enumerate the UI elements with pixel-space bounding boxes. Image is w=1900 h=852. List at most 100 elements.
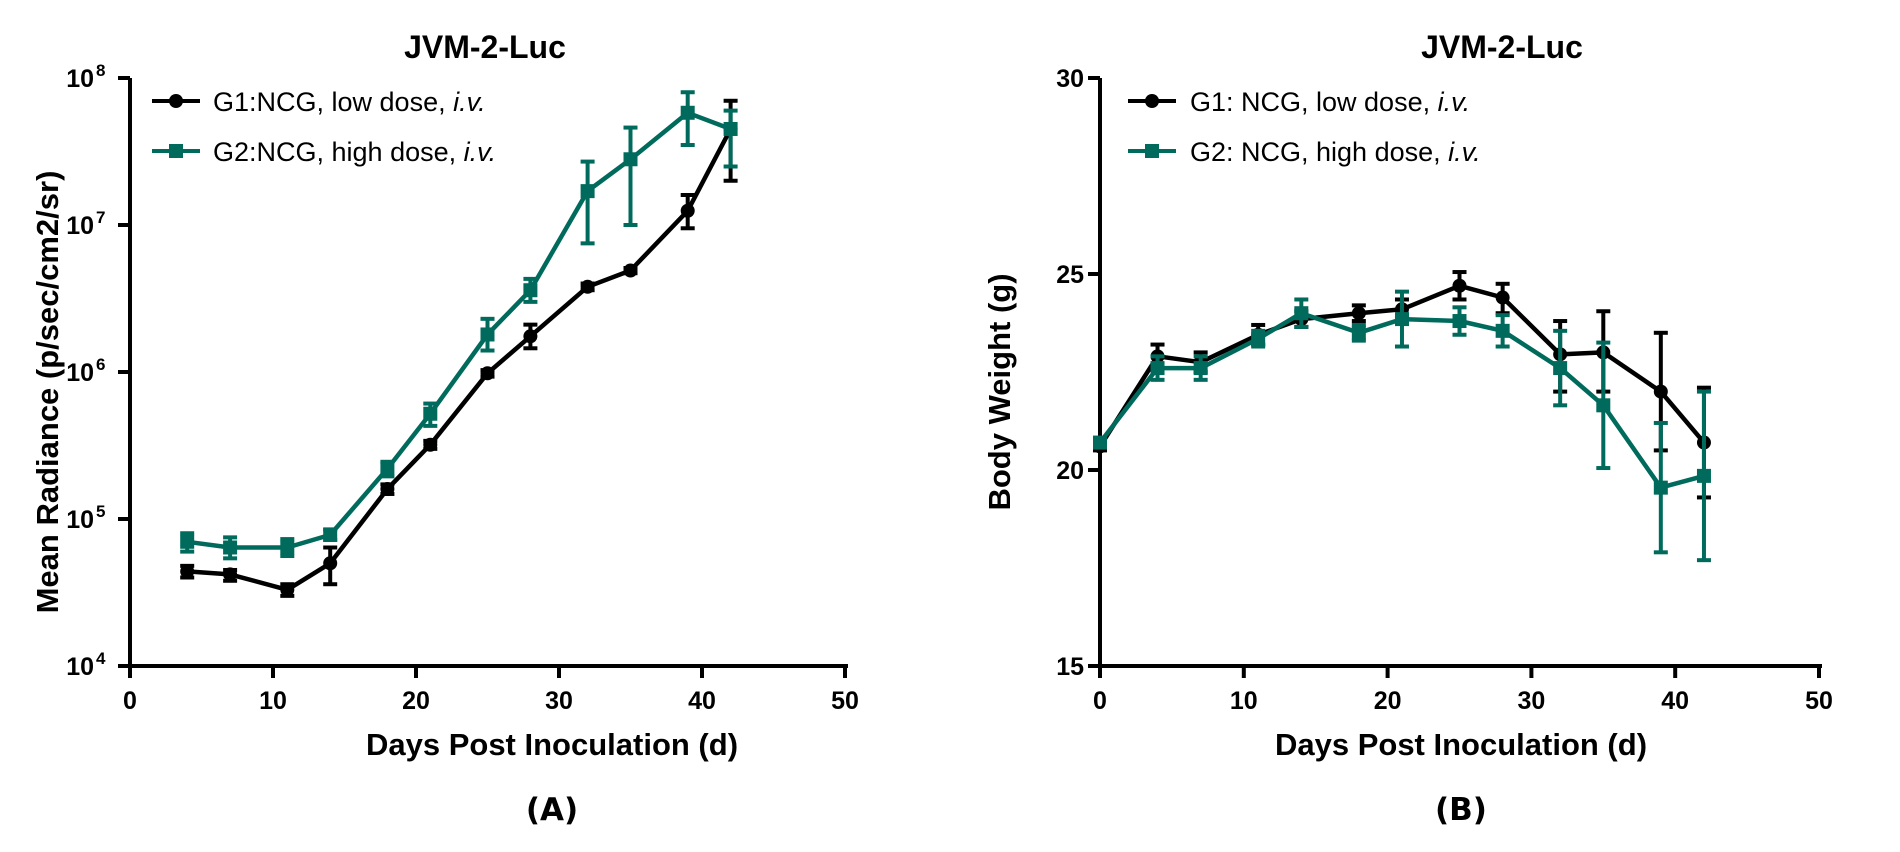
chart-b-x-tick-label: 30 (1517, 687, 1545, 715)
chart-b-x-tick-label: 20 (1374, 687, 1402, 715)
chart-a-g1-point (223, 567, 238, 582)
chart-a-x-tick-label: 10 (259, 687, 287, 715)
chart-b-y-tick-label: 25 (1056, 261, 1084, 289)
chart-a-g1-point (323, 556, 338, 571)
chart-a-title: JVM-2-Luc (404, 29, 566, 65)
chart-a-g2-point (480, 327, 495, 342)
chart-b-g2-point (1294, 306, 1309, 321)
chart-a-legend-g1-marker (169, 94, 183, 108)
chart-a-xlabel: Days Post Inoculation (d) (366, 727, 738, 762)
chart-a-legend-g2-label: G2:NCG, high dose, i.v. (213, 137, 496, 167)
chart-a-g2-point (680, 105, 695, 120)
chart-a-y-tick-label: 10 (66, 653, 94, 681)
chart-b-legend-g1-marker (1145, 94, 1159, 108)
chart-b-xlabel: Days Post Inoculation (d) (1275, 727, 1647, 762)
chart-b-legend-g2-route: i.v. (1448, 137, 1481, 167)
chart-a-y-tick-exponent: 6 (96, 355, 105, 374)
chart-a-g2-line (186, 110, 732, 550)
chart-a-g2-point (623, 152, 638, 167)
chart-b-ylabel: Body Weight (g) (982, 273, 1017, 510)
chart-a-y-tick-exponent: 5 (96, 502, 105, 521)
chart-b-legend-item-g1: G1: NCG, low dose, i.v. (1128, 87, 1470, 117)
chart-b-x-tick-label: 10 (1230, 687, 1258, 715)
chart-b: JVM-2-Luc Body Weight (g) Days Post Inoc… (982, 29, 1833, 828)
chart-a-g1-point (623, 263, 638, 278)
chart-a-g2-error-bar (723, 108, 738, 169)
chart-a-legend-g2-text: G2:NCG, high dose, (213, 137, 464, 167)
chart-a-g1-point (580, 279, 595, 294)
chart-a-legend-item-g2: G2:NCG, high dose, i.v. (152, 137, 496, 167)
chart-a-g1-point (423, 437, 438, 452)
chart-a-g1-point (180, 564, 195, 579)
chart-a: JVM-2-Luc Mean Radiance (p/sec/cm2/sr) D… (30, 29, 859, 828)
chart-a-legend-item-g1: G1:NCG, low dose, i.v. (152, 87, 486, 117)
chart-a-series-g1 (180, 98, 738, 598)
chart-a-g2-error-bar (580, 159, 595, 246)
chart-a-g2-point (280, 540, 295, 555)
chart-b-g1-point (1351, 306, 1366, 321)
chart-b-g2-point (1696, 468, 1711, 483)
chart-a-legend-g2-route: i.v. (464, 137, 497, 167)
chart-a-y-tick-exponent: 8 (96, 61, 105, 80)
chart-a-g2-point (180, 534, 195, 549)
chart-b-g2-point (1452, 314, 1467, 329)
chart-a-g2-point (723, 121, 738, 136)
chart-a-legend-g2-marker (169, 144, 183, 158)
chart-b-x-tick-label: 40 (1661, 687, 1689, 715)
chart-b-ticks: 0 10 20 30 40 50 15 20 25 30 (1056, 65, 1833, 715)
chart-a-y-tick-exponent: 4 (96, 649, 106, 668)
chart-a-g2-point (580, 184, 595, 199)
chart-a-y-tick-label: 10 (66, 212, 94, 240)
chart-b-g2-point (1093, 435, 1107, 450)
chart-b-title: JVM-2-Luc (1421, 29, 1583, 65)
chart-a-x-tick-label: 0 (123, 687, 137, 715)
chart-b-y-tick-label: 15 (1056, 653, 1084, 681)
chart-b-g1-point (1495, 290, 1510, 305)
chart-a-g2-error-bar (623, 125, 638, 227)
chart-a-series (180, 90, 738, 598)
chart-a-g2-point (423, 406, 438, 421)
chart-b-panel-label: (B) (1435, 792, 1487, 828)
chart-a-g1-point (480, 366, 495, 381)
chart-a-y-tick-label: 10 (66, 65, 94, 93)
chart-a-g1-point (280, 582, 295, 597)
chart-a-g1-point (523, 329, 538, 344)
chart-a-ylabel: Mean Radiance (p/sec/cm2/sr) (30, 171, 65, 614)
chart-b-legend-g2-text: G2: NCG, high dose, (1190, 137, 1448, 167)
chart-a-y-tick-label: 10 (66, 359, 94, 387)
chart-b-g1-point (1452, 278, 1467, 293)
chart-a-y-tick-exponent: 7 (96, 208, 105, 227)
chart-a-g2-point (523, 283, 538, 298)
chart-a-x-tick-label: 30 (545, 687, 573, 715)
chart-a-legend-g1-label: G1:NCG, low dose, i.v. (213, 87, 486, 117)
chart-a-g1-point (680, 203, 695, 218)
chart-a-panel-label: (A) (526, 792, 578, 828)
chart-b-y-tick-label: 30 (1056, 65, 1084, 93)
chart-b-x-tick-label: 50 (1805, 687, 1833, 715)
chart-b-legend: G1: NCG, low dose, i.v. G2: NCG, high do… (1128, 87, 1481, 167)
chart-b-series (1093, 270, 1711, 563)
chart-a-g2-point (223, 540, 238, 555)
chart-b-legend-item-g2: G2: NCG, high dose, i.v. (1128, 137, 1481, 167)
chart-a-legend-g1-route: i.v. (453, 87, 486, 117)
chart-b-g2-point (1653, 480, 1668, 495)
chart-b-g2-point (1193, 361, 1208, 376)
chart-a-legend-g1-text: G1:NCG, low dose, (213, 87, 453, 117)
chart-a-g2-point (380, 461, 395, 476)
chart-a-series-g2 (180, 90, 738, 561)
chart-b-y-tick-label: 20 (1056, 457, 1084, 485)
chart-b-legend-g1-route: i.v. (1438, 87, 1471, 117)
chart-a-g1-point (380, 481, 395, 496)
chart-a-legend: G1:NCG, low dose, i.v. G2:NCG, high dose… (152, 87, 496, 167)
chart-b-legend-g2-label: G2: NCG, high dose, i.v. (1190, 137, 1481, 167)
chart-b-legend-g2-marker (1145, 144, 1159, 158)
chart-b-x-tick-label: 0 (1093, 687, 1107, 715)
chart-a-x-tick-label: 40 (688, 687, 716, 715)
chart-b-legend-g1-text: G1: NCG, low dose, (1190, 87, 1438, 117)
chart-b-g2-point (1495, 323, 1510, 338)
chart-a-g2-point (323, 527, 338, 542)
chart-b-series-g2 (1093, 289, 1711, 563)
chart-a-y-tick-label: 10 (66, 506, 94, 534)
